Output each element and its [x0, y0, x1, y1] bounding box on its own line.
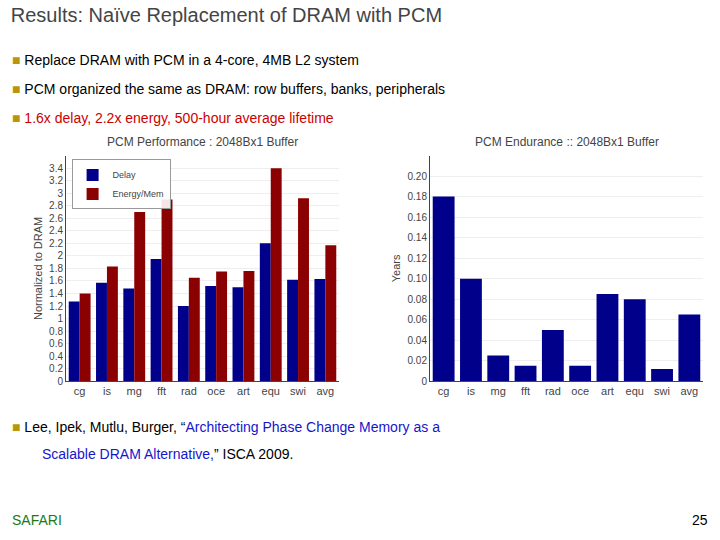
- svg-text:fft: fft: [157, 385, 166, 397]
- svg-text:0.06: 0.06: [408, 314, 428, 325]
- svg-text:0.18: 0.18: [408, 191, 428, 202]
- svg-text:cg: cg: [438, 385, 450, 397]
- svg-text:Years: Years: [390, 254, 402, 282]
- svg-text:PCM Endurance :: 2048Bx1 Buffe: PCM Endurance :: 2048Bx1 Buffer: [475, 135, 659, 149]
- svg-text:rad: rad: [181, 385, 197, 397]
- svg-text:rad: rad: [545, 385, 561, 397]
- svg-text:Results: Naïve Replacement of: Results: Naïve Replacement of DRAM with …: [11, 4, 442, 26]
- svg-text:■ 1.6x delay, 2.2x energy, 500: ■ 1.6x delay, 2.2x energy, 500-hour aver…: [12, 110, 334, 126]
- svg-text:fft: fft: [521, 385, 530, 397]
- svg-text:swi: swi: [654, 385, 670, 397]
- svg-text:swi: swi: [290, 385, 306, 397]
- svg-text:0.04: 0.04: [408, 335, 428, 346]
- svg-text:avg: avg: [316, 385, 334, 397]
- svg-text:Normalized to DRAM: Normalized to DRAM: [32, 217, 44, 320]
- svg-text:0.2: 0.2: [49, 363, 63, 374]
- svg-text:■ Replace DRAM with PCM in a 4: ■ Replace DRAM with PCM in a 4-core, 4MB…: [12, 52, 359, 68]
- svg-text:mg: mg: [127, 385, 142, 397]
- svg-text:■ Lee, Ipek, Mutlu, Burger, “A: ■ Lee, Ipek, Mutlu, Burger, “Architectin…: [12, 419, 440, 435]
- svg-text:2.6: 2.6: [49, 213, 63, 224]
- svg-text:is: is: [103, 385, 111, 397]
- svg-text:2.4: 2.4: [49, 225, 63, 236]
- svg-text:0.16: 0.16: [408, 212, 428, 223]
- svg-text:2: 2: [57, 250, 63, 261]
- svg-text:avg: avg: [680, 385, 698, 397]
- svg-text:1.6: 1.6: [49, 275, 63, 286]
- svg-text:mg: mg: [491, 385, 506, 397]
- svg-text:3: 3: [57, 188, 63, 199]
- svg-text:0.14: 0.14: [408, 232, 428, 243]
- svg-text:0.02: 0.02: [408, 355, 428, 366]
- svg-text:art: art: [237, 385, 250, 397]
- svg-text:0.4: 0.4: [49, 351, 63, 362]
- svg-text:■ PCM organized the same as DR: ■ PCM organized the same as DRAM: row bu…: [12, 81, 445, 97]
- svg-text:PCM Performance : 2048Bx1 Buff: PCM Performance : 2048Bx1 Buffer: [107, 135, 298, 149]
- svg-text:oce: oce: [207, 385, 225, 397]
- svg-text:0: 0: [421, 376, 427, 387]
- svg-text:0.08: 0.08: [408, 294, 428, 305]
- svg-text:oce: oce: [571, 385, 589, 397]
- svg-text:25: 25: [692, 512, 708, 528]
- svg-text:0.20: 0.20: [408, 171, 428, 182]
- svg-text:1.2: 1.2: [49, 301, 63, 312]
- svg-text:3.4: 3.4: [49, 163, 63, 174]
- svg-text:Energy/Mem: Energy/Mem: [113, 189, 164, 199]
- svg-text:0.8: 0.8: [49, 326, 63, 337]
- svg-text:equ: equ: [262, 385, 280, 397]
- svg-text:is: is: [467, 385, 475, 397]
- svg-text:2.2: 2.2: [49, 238, 63, 249]
- svg-text:1.8: 1.8: [49, 263, 63, 274]
- svg-text:equ: equ: [626, 385, 644, 397]
- svg-text:2.8: 2.8: [49, 200, 63, 211]
- svg-text:art: art: [601, 385, 614, 397]
- svg-text:0: 0: [57, 376, 63, 387]
- svg-text:Delay: Delay: [113, 170, 137, 180]
- svg-text:SAFARI: SAFARI: [12, 512, 62, 528]
- svg-text:1: 1: [57, 313, 63, 324]
- svg-text:3.2: 3.2: [49, 175, 63, 186]
- svg-text:0.12: 0.12: [408, 253, 428, 264]
- svg-text:0.6: 0.6: [49, 338, 63, 349]
- svg-text:0.10: 0.10: [408, 273, 428, 284]
- svg-text:Scalable DRAM Alternative,” IS: Scalable DRAM Alternative,” ISCA 2009.: [42, 446, 293, 462]
- svg-text:cg: cg: [74, 385, 86, 397]
- svg-text:1.4: 1.4: [49, 288, 63, 299]
